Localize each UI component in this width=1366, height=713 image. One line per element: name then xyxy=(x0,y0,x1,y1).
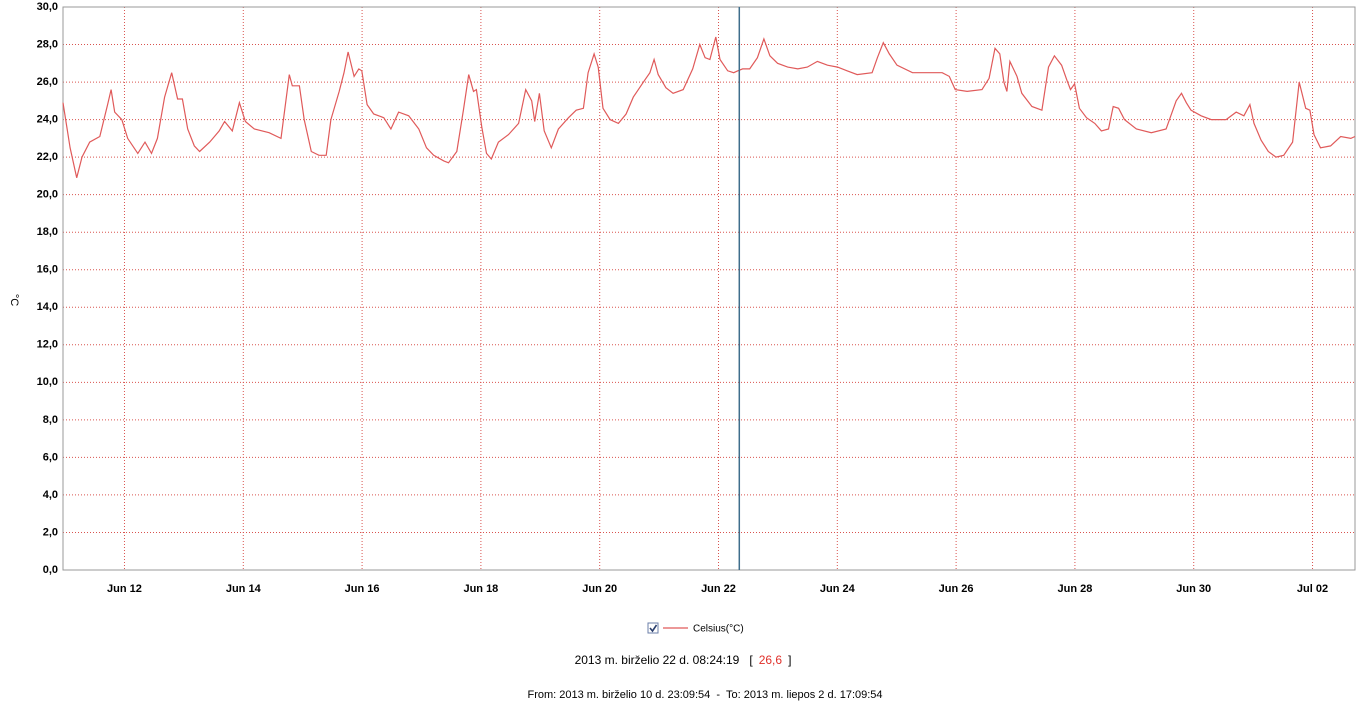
y-tick-label: 28,0 xyxy=(37,38,58,50)
y-tick-label: 10,0 xyxy=(37,376,58,388)
x-tick-label: Jun 30 xyxy=(1176,583,1211,595)
y-tick-label: 6,0 xyxy=(43,451,58,463)
series-line xyxy=(62,36,1356,178)
y-tick-label: 18,0 xyxy=(37,226,58,238)
x-tick-label: Jun 16 xyxy=(345,583,380,595)
range-text: From: 2013 m. birželio 10 d. 23:09:54 - … xyxy=(527,689,882,701)
y-tick-label: 22,0 xyxy=(37,151,58,163)
cursor-readout: 2013 m. birželio 22 d. 08:24:19 [26,6] xyxy=(575,653,792,667)
y-tick-label: 12,0 xyxy=(37,339,58,351)
x-tick-label: Jun 22 xyxy=(701,583,736,595)
y-tick-label: 2,0 xyxy=(43,526,58,538)
x-tick-label: Jul 02 xyxy=(1297,583,1328,595)
y-tick-label: 16,0 xyxy=(37,264,58,276)
y-tick-label: 14,0 xyxy=(37,301,58,313)
checkmark xyxy=(649,624,658,633)
plot-frame xyxy=(62,6,1356,571)
y-tick-label: 26,0 xyxy=(37,76,58,88)
x-tick-label: Jun 24 xyxy=(820,583,856,595)
y-tick-label: 8,0 xyxy=(43,414,58,426)
y-axis-label: °C xyxy=(8,294,20,306)
x-tick-label: Jun 18 xyxy=(463,583,498,595)
cursor-time: 2013 m. birželio 22 d. 08:24:19 xyxy=(575,653,740,667)
bracket: [ xyxy=(749,653,753,667)
x-tick-label: Jun 14 xyxy=(226,583,262,595)
bracket: ] xyxy=(788,653,791,667)
y-tick-label: 30,0 xyxy=(37,1,58,13)
x-tick-label: Jun 26 xyxy=(939,583,974,595)
legend-checkbox[interactable] xyxy=(647,622,659,634)
x-tick-label: Jun 20 xyxy=(582,583,617,595)
x-tick-label: Jun 28 xyxy=(1057,583,1092,595)
y-tick-label: 20,0 xyxy=(37,189,58,201)
y-tick-label: 0,0 xyxy=(43,564,58,576)
x-tick-label: Jun 12 xyxy=(107,583,142,595)
y-tick-label: 4,0 xyxy=(43,489,58,501)
y-tick-label: 24,0 xyxy=(37,114,58,126)
legend-label: Celsius(°C) xyxy=(693,624,744,635)
cursor-value: 26,6 xyxy=(759,653,783,667)
